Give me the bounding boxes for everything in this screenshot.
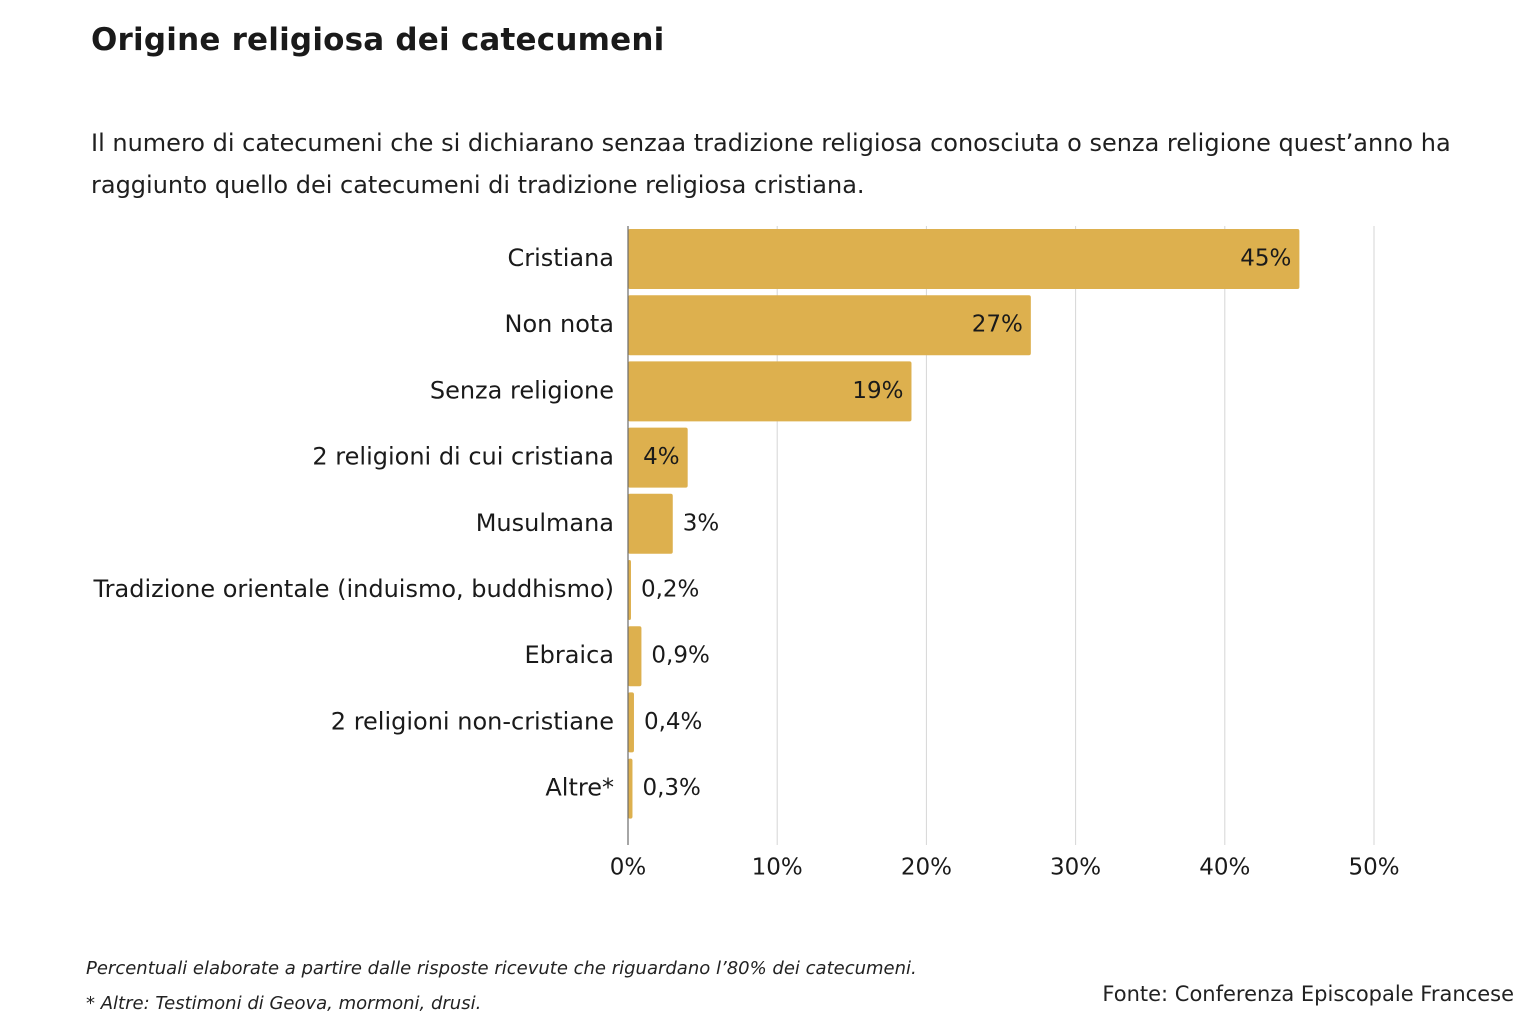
bar: [628, 493, 673, 554]
bar: [628, 361, 912, 422]
value-label: 3%: [683, 510, 720, 536]
value-label: 0,4%: [644, 709, 702, 735]
value-label: 19%: [852, 378, 903, 404]
x-tick-label: 0%: [610, 855, 647, 881]
bar: [628, 758, 633, 819]
category-label: Altre*: [545, 774, 614, 802]
bar: [628, 692, 634, 753]
footnote-others: * Altre: Testimoni di Geova, mormoni, dr…: [86, 993, 482, 1014]
category-label: 2 religioni non-cristiane: [331, 707, 614, 735]
value-label: 4%: [643, 444, 680, 470]
x-tick-label: 40%: [1199, 855, 1250, 881]
category-label: Non nota: [505, 310, 615, 338]
x-tick-label: 10%: [752, 855, 803, 881]
value-label: 0,9%: [651, 643, 709, 669]
bars: [628, 229, 1300, 819]
value-label: 0,2%: [641, 577, 699, 603]
x-tick-label: 30%: [1050, 855, 1101, 881]
value-label: 27%: [972, 312, 1023, 338]
chart-subtitle: Il numero di catecumeni che si dichiaran…: [91, 129, 1451, 199]
bar: [628, 229, 1300, 289]
value-label: 0,3%: [642, 775, 700, 801]
value-label: 45%: [1240, 246, 1291, 272]
category-label: Tradizione orientale (induismo, buddhism…: [93, 575, 614, 603]
bar: [628, 626, 642, 687]
x-tick-label: 50%: [1348, 855, 1399, 881]
footnote-percentages: Percentuali elaborate a partire dalle ri…: [86, 958, 917, 979]
bar: [628, 560, 631, 620]
category-label: Senza religione: [430, 376, 614, 404]
labels: 0% 10% 20% 30% 40% 50% Cristiana 45% Non nota 27%…: [93, 244, 1400, 881]
category-label: Ebraica: [524, 641, 614, 669]
bar: [628, 295, 1031, 356]
category-label: Cristiana: [508, 244, 615, 272]
category-label: Musulmana: [476, 509, 614, 537]
chart-title: Origine religiosa dei catecumeni: [91, 22, 665, 58]
bar: [628, 427, 688, 488]
x-tick-label: 20%: [901, 855, 952, 881]
category-label: 2 religioni di cui cristiana: [312, 443, 614, 471]
bar-chart: 0% 10% 20% 30% 40% 50% Cristiana 45% Non nota 27%…: [93, 226, 1400, 881]
source-credit: Fonte: Conferenza Episcopale Francese: [1102, 982, 1514, 1006]
